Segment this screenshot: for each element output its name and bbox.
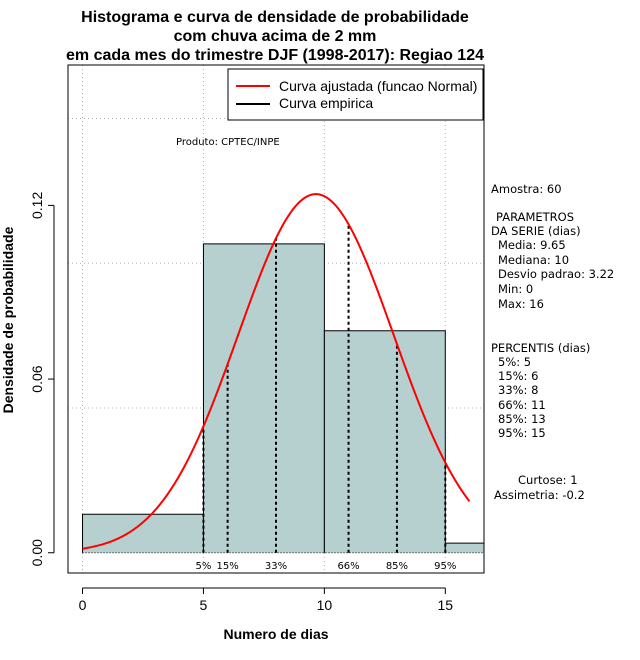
stat-skewness: Assimetria: -0.2: [494, 488, 585, 502]
chart-title-line-2: com chuva acima de 2 mm: [174, 28, 377, 45]
plot-frame: [67, 64, 485, 574]
stat-p33: 33%: 8: [498, 383, 538, 397]
y-tick-label: 0.00: [29, 539, 45, 566]
y-tick-label: 0.12: [29, 192, 45, 219]
legend-box: [227, 68, 484, 121]
histogram-bar: [82, 514, 204, 553]
stat-min: Min: 0: [498, 282, 533, 296]
stat-sd: Desvio padrao: 3.22: [498, 267, 614, 281]
y-axis-title: Densidade de probabilidade: [0, 226, 16, 413]
stats-panel: Amostra: 60 PARAMETROS DA SERIE (dias) M…: [491, 182, 614, 502]
source-note: Produto: CPTEC/INPE: [176, 137, 280, 148]
histogram-bar-outline: [444, 542, 484, 553]
histogram-bar-outline: [323, 330, 446, 553]
chart-title-line-1: Histograma e curva de densidade de proba…: [81, 9, 469, 26]
stat-max: Max: 16: [498, 297, 544, 311]
bars-layer: [82, 243, 484, 554]
percentile-lines-layer: 5% 15% 33% 66% 85% 95%: [196, 224, 456, 572]
axes-layer: 0 5 10 15 0.00 0.06 0.12: [29, 192, 453, 613]
percentile-label: 5%: [196, 561, 212, 572]
chart-title-line-3: em cada mes do trimestre DJF (1998-2017)…: [66, 47, 484, 64]
histogram-bar: [203, 243, 325, 553]
x-tick-label: 10: [317, 597, 333, 613]
stat-mean: Media: 9.65: [498, 238, 566, 252]
stat-median: Mediana: 10: [498, 253, 569, 267]
legend-label-empirical: Curva empirica: [279, 95, 373, 111]
stat-p66: 66%: 11: [498, 398, 546, 412]
x-tick-label: 5: [200, 597, 208, 613]
histogram-bar: [324, 330, 446, 553]
normal-fit-curve: [82, 193, 471, 550]
stat-p5: 5%: 5: [498, 355, 531, 369]
x-tick-label: 0: [79, 597, 87, 613]
x-axis-title: Numero de dias: [223, 626, 328, 642]
curve-layer: [82, 193, 471, 550]
stat-percentiles-heading: PERCENTIS (dias): [491, 341, 590, 355]
percentile-label: 85%: [386, 561, 408, 572]
stat-p95: 95%: 15: [498, 426, 546, 440]
stat-params-subheading: DA SERIE (dias): [491, 224, 581, 238]
x-tick-label: 15: [438, 597, 454, 613]
percentile-label: 33%: [265, 561, 287, 572]
stat-sample: Amostra: 60: [491, 182, 562, 196]
percentile-label: 95%: [434, 561, 456, 572]
stat-kurtosis: Curtose: 1: [518, 473, 578, 487]
histogram-bar: [445, 543, 484, 553]
stat-params-heading: PARAMETROS: [496, 210, 574, 224]
y-tick-label: 0.06: [29, 365, 45, 392]
percentile-label: 66%: [337, 561, 359, 572]
stat-p85: 85%: 13: [498, 412, 546, 426]
stat-p15: 15%: 6: [498, 369, 538, 383]
legend: Curva ajustada (funcao Normal) Curva emp…: [227, 68, 484, 121]
legend-label-fit: Curva ajustada (funcao Normal): [279, 78, 477, 94]
percentile-label: 15%: [217, 561, 239, 572]
